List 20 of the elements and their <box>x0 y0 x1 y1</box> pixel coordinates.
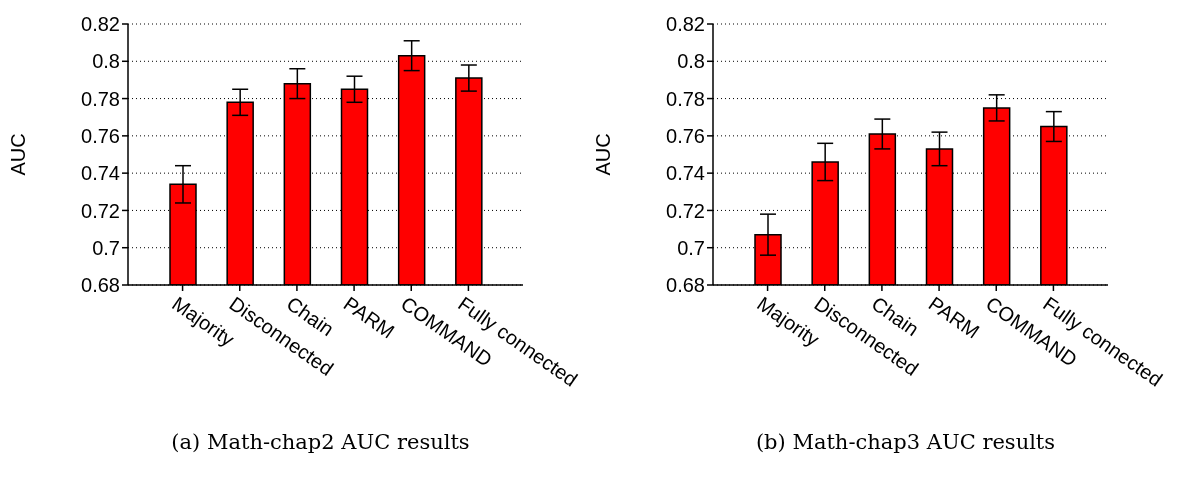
y-tick-label: 0.72 <box>81 199 120 222</box>
y-tick-label: 0.7 <box>677 236 705 259</box>
y-tick-label: 0.68 <box>666 274 705 297</box>
y-tick-label: 0.68 <box>81 274 120 297</box>
y-tick-label: 0.78 <box>666 87 705 110</box>
y-tick-label: 0.7 <box>92 236 120 259</box>
y-tick-label: 0.72 <box>666 199 705 222</box>
y-tick-label: 0.74 <box>666 162 705 185</box>
y-axis-title: AUC <box>7 133 30 176</box>
y-tick-label: 0.78 <box>81 87 120 110</box>
y-axis-title: AUC <box>592 133 615 176</box>
y-tick-label: 0.76 <box>666 124 705 147</box>
text: (a) Math-chap2 AUC results <box>170 430 471 454</box>
y-tick-label: 0.8 <box>677 50 705 73</box>
text: (b) Math-chap3 AUC results <box>754 430 1057 454</box>
y-tick-label: 0.82 <box>81 13 120 36</box>
y-tick-label: 0.74 <box>81 162 120 185</box>
y-tick-label: 0.76 <box>81 124 120 147</box>
y-tick-label: 0.8 <box>92 50 120 73</box>
y-tick-label: 0.82 <box>666 13 705 36</box>
